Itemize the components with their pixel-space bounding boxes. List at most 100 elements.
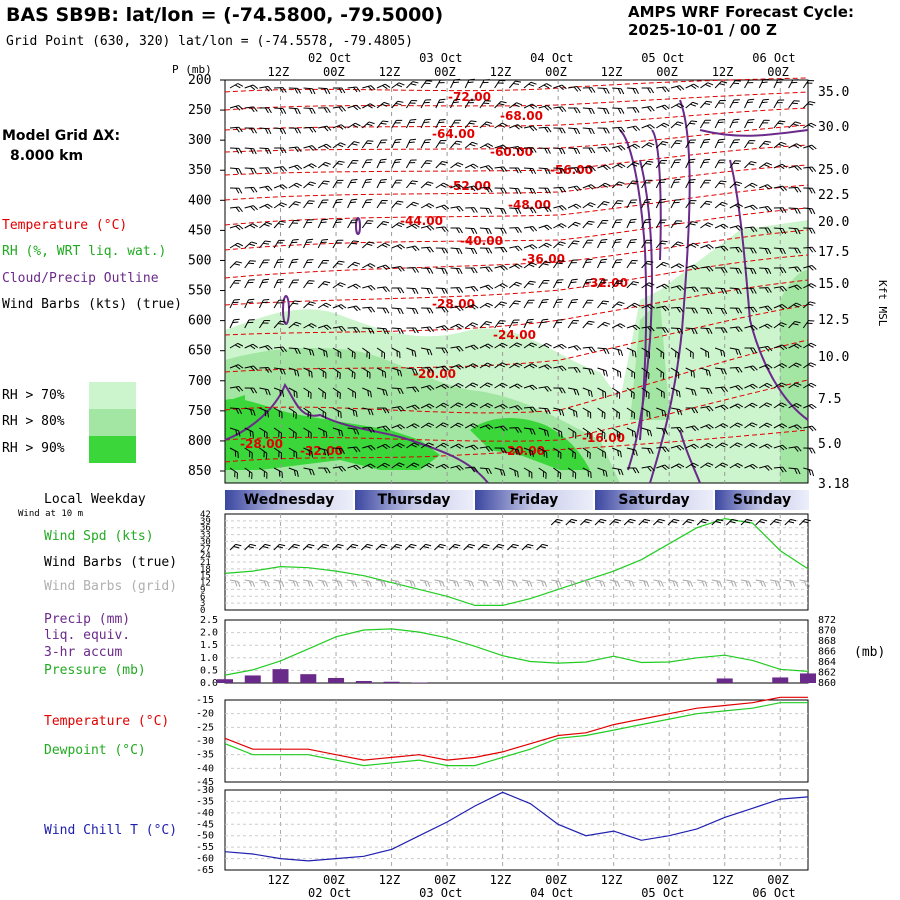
wind-barb xyxy=(229,407,243,415)
barb-flag xyxy=(752,383,758,388)
barb-flag xyxy=(766,422,773,427)
barb-staff xyxy=(788,186,798,189)
barb-flag xyxy=(426,348,430,355)
barb-flag xyxy=(810,362,817,366)
barb-flag xyxy=(591,166,596,172)
barb-flag xyxy=(648,373,650,379)
barb-flag xyxy=(469,543,476,547)
barb-staff xyxy=(494,320,501,329)
barb-flag xyxy=(617,164,623,169)
barb-staff xyxy=(508,281,517,289)
barb-flag xyxy=(571,518,578,522)
wind-barb xyxy=(714,462,729,469)
barb-flag xyxy=(678,103,685,107)
wind-barb xyxy=(244,147,257,155)
barb-flag xyxy=(605,470,608,477)
temperature-contour xyxy=(224,279,809,336)
barb-flag xyxy=(808,284,814,289)
legend-rh70: RH > 70% xyxy=(2,388,65,403)
wind-barb xyxy=(376,307,390,314)
barb-flag xyxy=(797,208,801,214)
barb-flag xyxy=(723,308,728,315)
barb-flag xyxy=(282,108,287,114)
barb-staff xyxy=(803,166,813,169)
barb-staff xyxy=(641,199,646,209)
barb-flag xyxy=(470,248,475,254)
barb-flag xyxy=(720,99,726,102)
barb-flag xyxy=(558,85,564,91)
barb-flag xyxy=(496,545,503,549)
barb-flag xyxy=(471,141,478,145)
barb-flag xyxy=(410,543,417,547)
barb-staff xyxy=(244,579,253,582)
barb-staff xyxy=(258,543,266,551)
barb-flag xyxy=(707,442,714,447)
barb-staff xyxy=(788,284,798,289)
barb-staff xyxy=(803,467,813,471)
barb-flag xyxy=(547,386,552,392)
rh80-swatch xyxy=(89,409,136,436)
wind-barb xyxy=(406,245,420,252)
barb-flag xyxy=(590,184,597,189)
precip-bar xyxy=(355,680,372,683)
precip-panel-frame xyxy=(224,619,809,684)
barb-flag xyxy=(442,422,449,426)
barb-flag xyxy=(692,352,694,359)
wind-barb xyxy=(744,383,758,390)
barb-flag xyxy=(600,241,607,244)
wind-barb xyxy=(376,264,391,271)
wind-barb xyxy=(332,282,346,289)
barb-flag xyxy=(426,80,433,82)
wind-barb xyxy=(494,122,508,129)
wind-barb-grid xyxy=(551,579,562,588)
wind-barb xyxy=(465,227,478,235)
barb-flag xyxy=(793,364,800,368)
wind-barb xyxy=(347,427,360,435)
time-tick-label-bottom: 12Z xyxy=(379,873,401,887)
barb-flag xyxy=(293,470,296,476)
barb-flag xyxy=(367,86,373,91)
barb-staff xyxy=(773,444,783,449)
barb-flag xyxy=(382,286,387,293)
barb-flag xyxy=(532,244,538,249)
wind-barb xyxy=(567,299,578,309)
wind-barb xyxy=(479,467,492,475)
barb-flag xyxy=(503,166,508,172)
wind-barb xyxy=(421,326,435,333)
barb-staff xyxy=(258,299,264,309)
time-tick-label-top: 12Z xyxy=(268,65,290,79)
wind-barb xyxy=(464,423,479,429)
wind-barb xyxy=(303,387,312,399)
barb-flag xyxy=(441,307,446,313)
barb-flag xyxy=(500,447,504,454)
wind-barb xyxy=(567,278,578,289)
barb-flag xyxy=(267,128,272,135)
barb-flag xyxy=(767,287,772,293)
wind-barb xyxy=(700,244,714,250)
wind-barb xyxy=(758,382,773,389)
barb-flag xyxy=(617,468,621,475)
barb-flag xyxy=(235,408,240,414)
barb-staff xyxy=(332,347,341,353)
wind-barb xyxy=(288,107,301,115)
barb-flag xyxy=(618,301,625,305)
barb-staff xyxy=(582,427,591,434)
wind-barb xyxy=(229,261,243,269)
barb-staff xyxy=(773,99,779,109)
wind-barb xyxy=(332,198,343,209)
wind-barb xyxy=(406,327,419,334)
barb-flag xyxy=(429,308,434,314)
barb-flag xyxy=(795,382,802,386)
wind-barb xyxy=(465,207,478,213)
barb-flag xyxy=(337,410,340,417)
barb-flag xyxy=(352,410,355,416)
wind-barb xyxy=(347,327,361,333)
barb-staff xyxy=(700,442,709,449)
barb-staff xyxy=(567,240,575,249)
barb-staff xyxy=(229,242,238,249)
barb-flag xyxy=(308,543,315,547)
barb-flag xyxy=(457,162,464,166)
barb-flag xyxy=(661,86,667,93)
wind-barb xyxy=(744,402,758,409)
wind-barb xyxy=(714,118,725,129)
